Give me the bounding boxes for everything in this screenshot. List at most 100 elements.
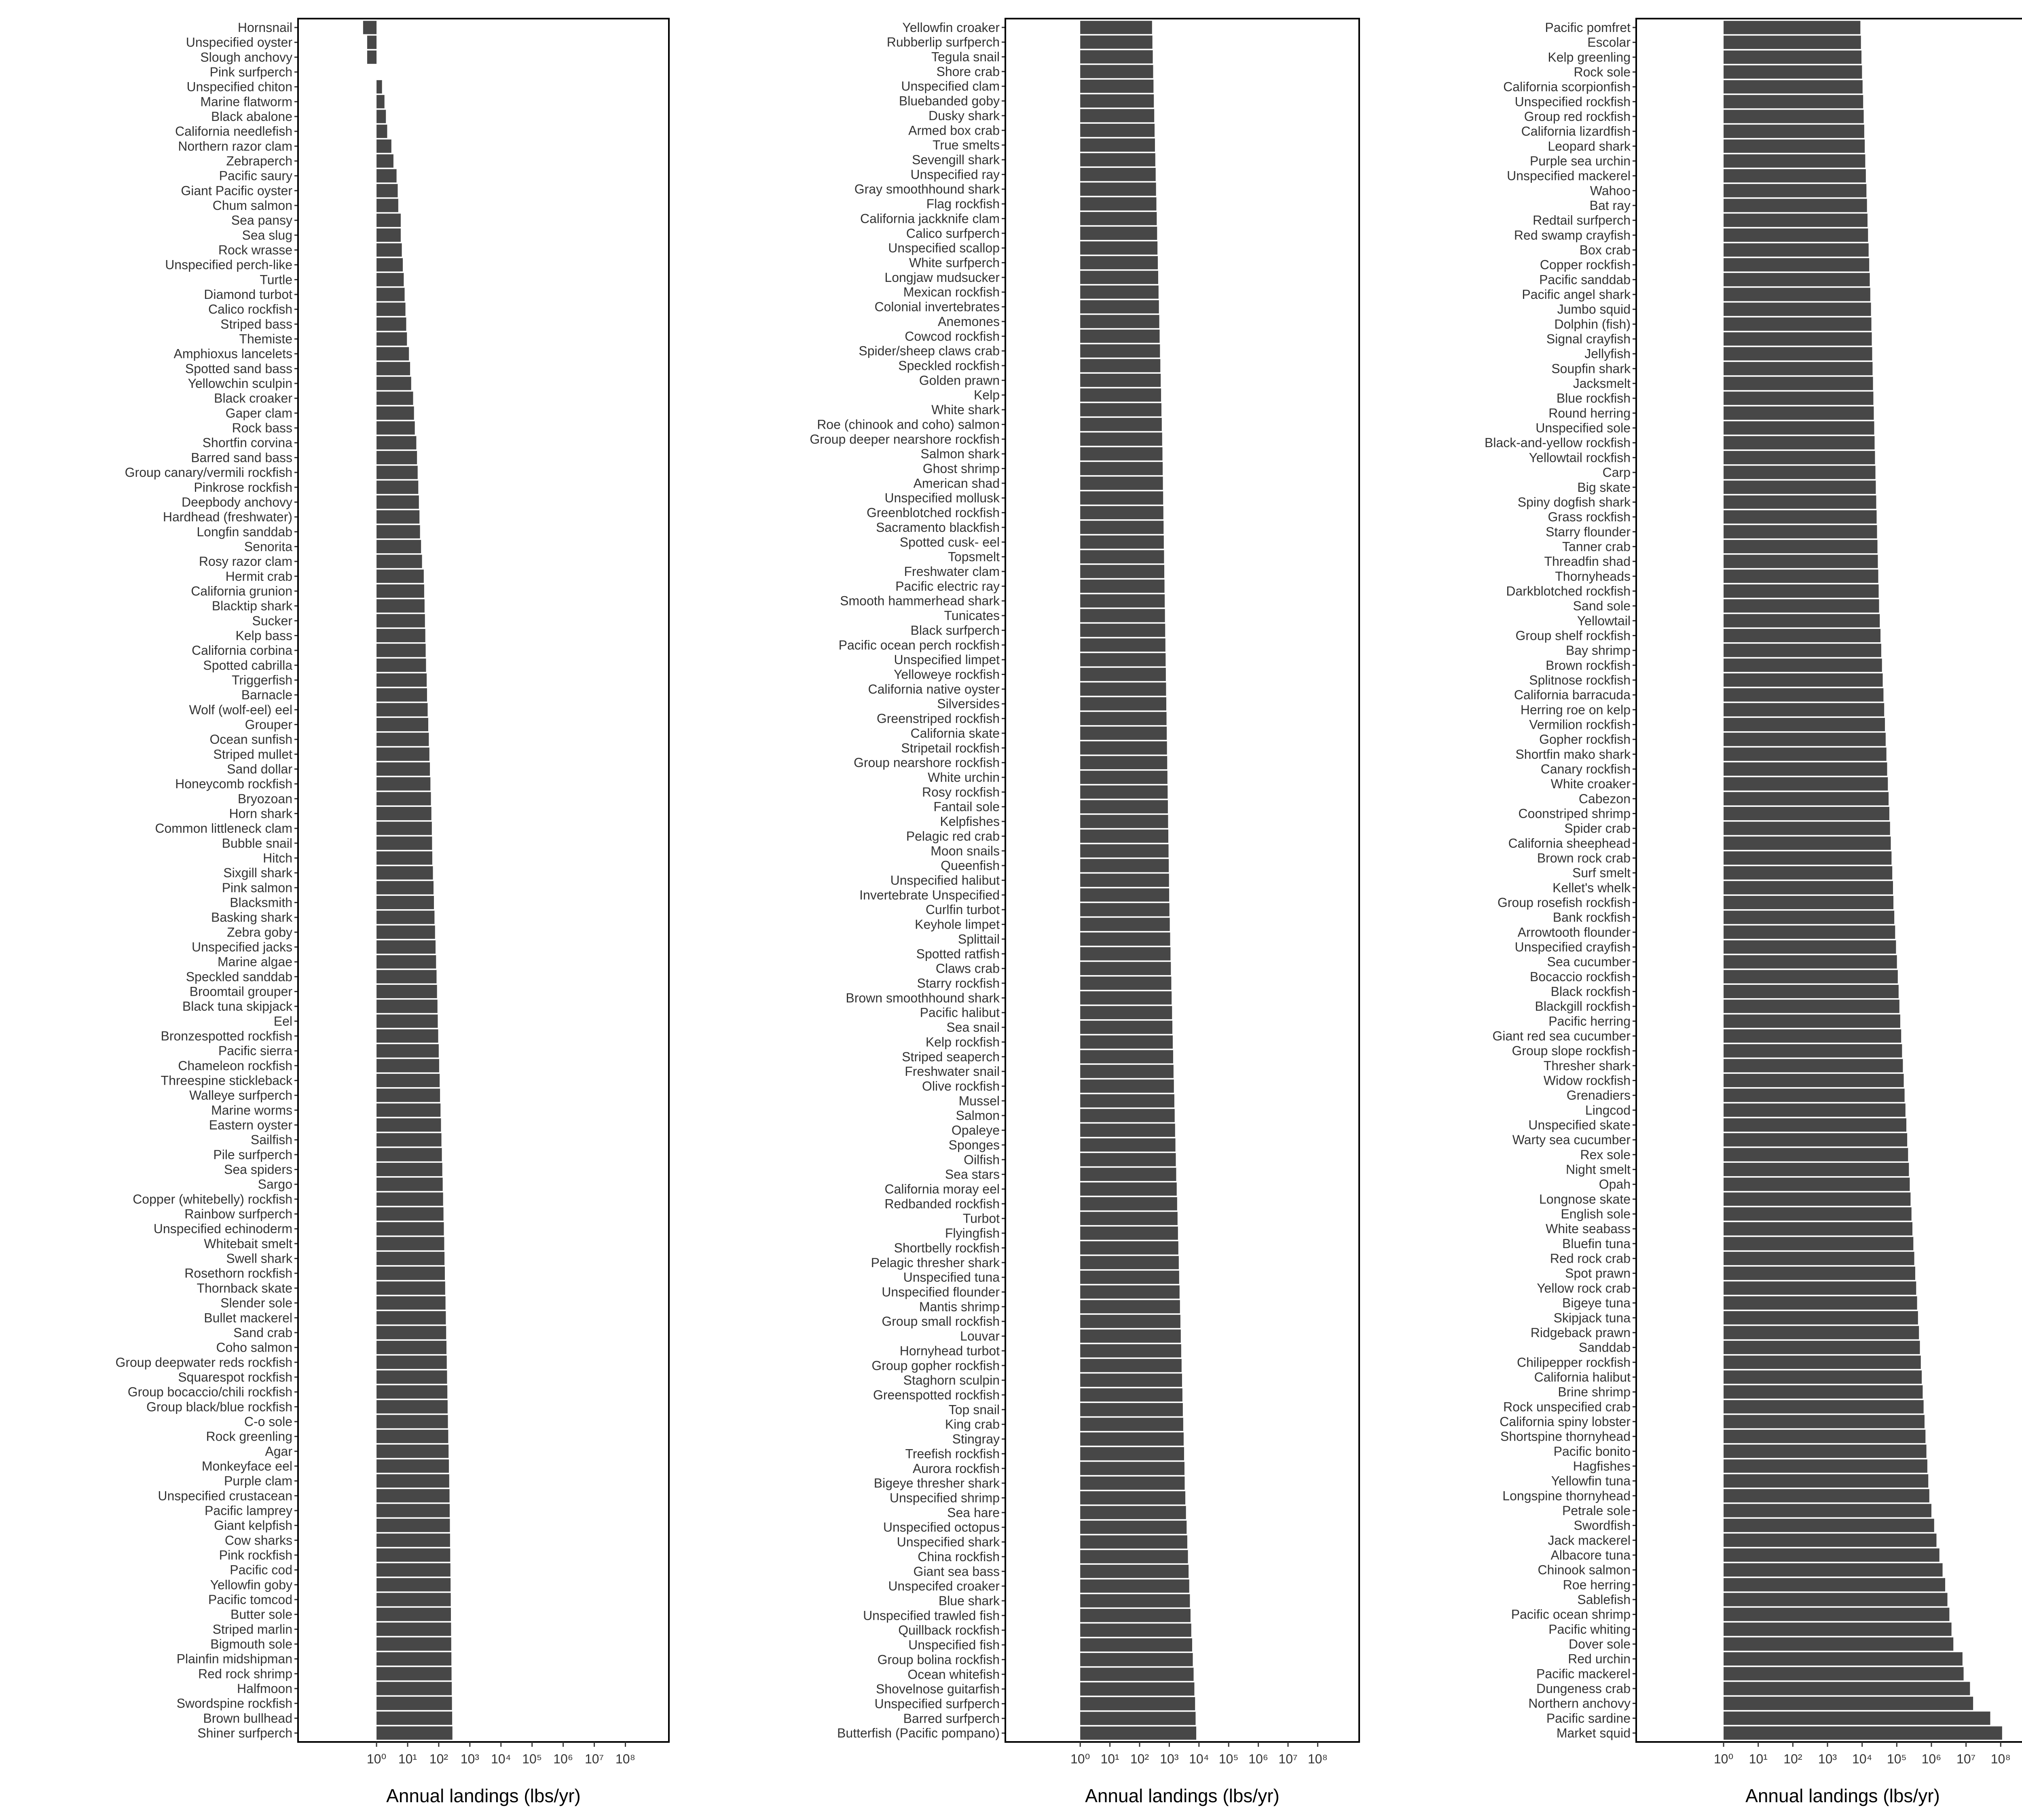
y-tick-label: Moon snails bbox=[931, 844, 1000, 858]
y-tick-label: Escolar bbox=[1587, 35, 1631, 50]
bar bbox=[1724, 821, 1890, 835]
bar bbox=[1080, 462, 1163, 475]
y-tick-label: White seabass bbox=[1546, 1221, 1631, 1236]
bar bbox=[376, 480, 419, 494]
y-tick-label: Arrowtooth flounder bbox=[1518, 925, 1631, 940]
bar bbox=[1080, 1050, 1173, 1064]
y-tick-label: Salmon shark bbox=[920, 447, 1000, 461]
bar bbox=[1080, 991, 1172, 1005]
y-tick-label: Quillback rockfish bbox=[898, 1623, 1000, 1638]
y-tick-label: Jacksmelt bbox=[1573, 376, 1631, 391]
y-tick-label: Soupfin shark bbox=[1551, 361, 1631, 376]
bar bbox=[1724, 228, 1868, 242]
x-tick-label: 10⁸ bbox=[1308, 1752, 1328, 1766]
y-tick-label: Sablefish bbox=[1577, 1592, 1631, 1607]
y-tick-label: Opah bbox=[1599, 1177, 1631, 1191]
bar bbox=[1724, 1014, 1900, 1028]
bar bbox=[376, 717, 428, 731]
y-tick-label: Rock greenling bbox=[206, 1429, 292, 1444]
x-tick-label: 10⁰ bbox=[1714, 1752, 1733, 1766]
y-tick-label: Pink rockfish bbox=[219, 1548, 292, 1562]
y-tick-label: Tegula snail bbox=[931, 50, 1000, 64]
bar bbox=[1724, 36, 1861, 49]
bar bbox=[376, 1504, 450, 1517]
y-tick-label: Rock unspecified crab bbox=[1503, 1399, 1631, 1414]
bar bbox=[1724, 1326, 1919, 1340]
bar bbox=[1724, 184, 1867, 197]
x-tick-label: 10⁴ bbox=[491, 1752, 511, 1766]
bar bbox=[376, 1118, 441, 1132]
bar bbox=[376, 1266, 445, 1280]
y-tick-label: Warty sea cucumber bbox=[1512, 1132, 1631, 1147]
bar bbox=[376, 1400, 448, 1414]
y-tick-label: Hornyhead turbot bbox=[900, 1344, 1000, 1358]
y-tick-label: Dusky shark bbox=[929, 108, 1000, 123]
y-tick-label: Rock wrasse bbox=[218, 243, 292, 257]
y-tick-label: Widow rockfish bbox=[1544, 1073, 1631, 1088]
bar bbox=[1080, 830, 1169, 843]
y-tick-label: Curlfin turbot bbox=[926, 902, 1000, 917]
bar bbox=[1080, 79, 1154, 93]
bar bbox=[376, 347, 409, 361]
y-tick-label: Shovelnose guitarfish bbox=[876, 1682, 1000, 1696]
y-tick-label: Thornback skate bbox=[197, 1281, 292, 1295]
y-tick-label: Rosy razor clam bbox=[199, 554, 292, 569]
y-tick-label: Spotted cusk- eel bbox=[900, 535, 1000, 549]
y-tick-label: Yellowtail rockfish bbox=[1529, 450, 1631, 465]
bar bbox=[1080, 50, 1153, 63]
y-tick-label: Hermit crab bbox=[226, 569, 292, 584]
bar bbox=[376, 139, 391, 153]
y-tick-label: Black-and-yellow rockfish bbox=[1485, 436, 1631, 450]
y-tick-label: Coonstriped shrimp bbox=[1519, 806, 1631, 821]
bar bbox=[1724, 881, 1893, 895]
y-tick-label: Herring roe on kelp bbox=[1521, 703, 1631, 717]
bar bbox=[1080, 1168, 1176, 1181]
bar bbox=[1080, 521, 1164, 534]
y-tick-label: Big skate bbox=[1577, 480, 1631, 495]
bar bbox=[1080, 1712, 1196, 1725]
y-tick-label: Wahoo bbox=[1590, 183, 1631, 198]
bar bbox=[376, 1444, 449, 1458]
bar bbox=[1724, 673, 1883, 687]
y-tick-label: Opaleye bbox=[952, 1123, 1000, 1138]
y-tick-label: Redtail surfperch bbox=[1533, 213, 1631, 228]
x-tick-label: 10⁶ bbox=[1248, 1752, 1268, 1766]
y-tick-label: Giant sea bass bbox=[914, 1564, 1000, 1579]
bar bbox=[1724, 806, 1889, 820]
y-tick-label: Spiny dogfish shark bbox=[1518, 495, 1631, 509]
y-tick-label: Slender sole bbox=[220, 1296, 292, 1310]
bar bbox=[1724, 1385, 1923, 1399]
bar bbox=[376, 836, 432, 850]
bar bbox=[1724, 377, 1873, 390]
bar bbox=[1724, 1608, 1950, 1621]
y-tick-label: Carp bbox=[1603, 465, 1631, 480]
y-tick-label: Kelp bbox=[974, 388, 1000, 402]
y-tick-label: Group shelf rockfish bbox=[1515, 628, 1631, 643]
x-tick-label: 10⁴ bbox=[1852, 1752, 1872, 1766]
bar bbox=[376, 1341, 446, 1354]
bar bbox=[376, 554, 422, 568]
bar bbox=[1080, 1535, 1187, 1549]
bar bbox=[376, 243, 402, 257]
bar bbox=[1724, 258, 1870, 272]
bar bbox=[1080, 1182, 1177, 1196]
y-tick-label: Box crab bbox=[1580, 243, 1631, 257]
y-tick-label: Kellet's whelk bbox=[1552, 880, 1631, 895]
y-tick-label: Pacific sardine bbox=[1546, 1711, 1631, 1725]
bar bbox=[1080, 285, 1159, 299]
y-tick-label: Sea slug bbox=[242, 228, 292, 242]
y-tick-label: True smelts bbox=[933, 138, 1000, 152]
bar bbox=[1724, 584, 1879, 598]
y-tick-label: Dover sole bbox=[1569, 1637, 1631, 1651]
y-tick-label: California grunion bbox=[191, 584, 292, 598]
bar bbox=[376, 1652, 452, 1666]
y-tick-label: Jellyfish bbox=[1584, 347, 1631, 361]
bar bbox=[1724, 288, 1870, 301]
y-tick-label: Shortbelly rockfish bbox=[894, 1240, 1000, 1255]
x-tick-label: 10¹ bbox=[1749, 1752, 1768, 1766]
bar bbox=[1080, 594, 1165, 608]
bar bbox=[376, 392, 413, 405]
bar bbox=[376, 95, 385, 108]
y-tick-label: Staghorn sculpin bbox=[903, 1373, 1000, 1388]
